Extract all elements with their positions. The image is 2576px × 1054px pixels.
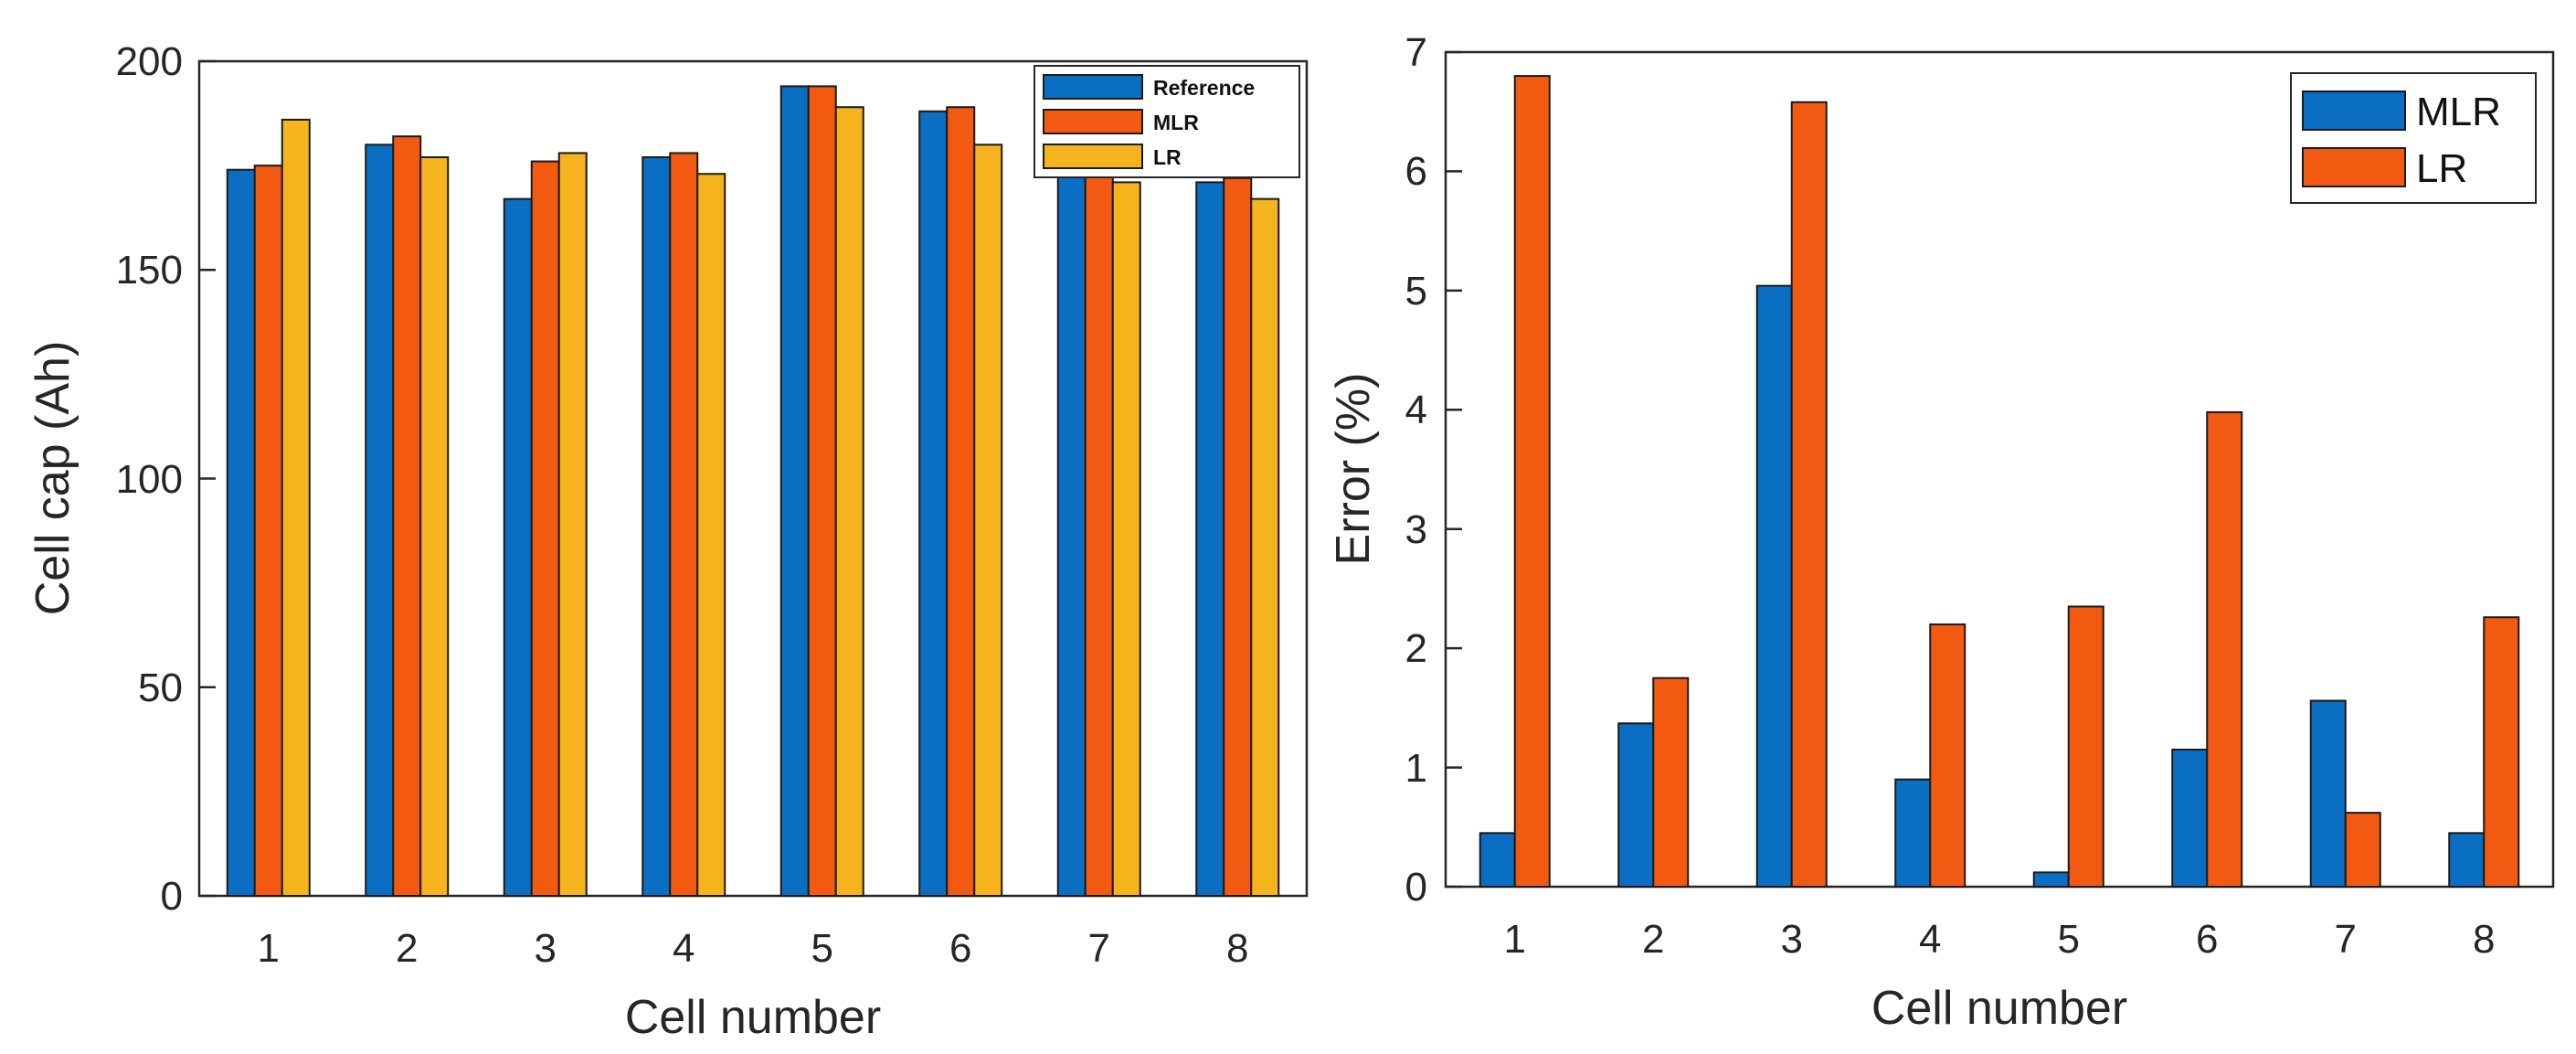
- bar-reference-cell-6: [918, 110, 949, 897]
- y-tick-label: 150: [116, 248, 183, 293]
- bar-lr-cell-3: [1790, 101, 1828, 888]
- bar-mlr-cell-5: [807, 85, 837, 897]
- bar-reference-cell-3: [503, 197, 533, 897]
- y-tick-label: 2: [1405, 626, 1427, 671]
- bar-lr-cell-4: [1929, 623, 1966, 888]
- y-tick-label: 50: [138, 665, 183, 710]
- x-tick-label: 7: [2335, 917, 2357, 962]
- legend-swatch-lr: [2302, 147, 2406, 187]
- legend-label-lr: LR: [1153, 145, 1182, 169]
- bar-lr-cell-7: [1111, 181, 1141, 897]
- x-tick-label: 6: [949, 926, 971, 971]
- bar-lr-cell-2: [1652, 676, 1690, 888]
- bar-reference-cell-7: [1056, 165, 1087, 898]
- y-tick-label: 4: [1405, 388, 1427, 432]
- bar-mlr-cell-8: [2448, 832, 2486, 888]
- bar-reference-cell-4: [641, 156, 672, 897]
- y-tick-label: 6: [1405, 149, 1427, 194]
- legend-label-mlr: MLR: [1153, 111, 1199, 134]
- x-axis-label: Cell number: [625, 991, 881, 1044]
- x-tick-label: 3: [535, 926, 557, 971]
- y-axis: 0 50 100 150 200: [116, 39, 216, 919]
- bar-mlr-cell-6: [946, 106, 976, 898]
- bar-mlr-cell-2: [392, 135, 422, 898]
- legend-swatch-reference: [1043, 74, 1143, 100]
- bar-lr-cell-3: [557, 152, 588, 897]
- x-tick-label: 4: [1919, 917, 1941, 962]
- bar-mlr-cell-1: [1479, 832, 1516, 888]
- bar-mlr-cell-6: [2171, 749, 2209, 889]
- bar-lr-cell-6: [973, 144, 1003, 898]
- x-tick-label: 1: [258, 926, 280, 971]
- y-tick-label: 100: [116, 457, 183, 502]
- x-tick-label: 1: [1504, 917, 1526, 962]
- bar-lr-cell-7: [2344, 812, 2381, 889]
- bar-mlr-cell-7: [1084, 156, 1114, 897]
- bar-lr-cell-5: [2067, 605, 2104, 888]
- legend-label-reference: Reference: [1153, 76, 1255, 100]
- x-tick-label: 3: [1781, 917, 1803, 962]
- y-axis-label: Error (%): [1327, 373, 1380, 566]
- y-tick-label: 0: [1405, 865, 1427, 910]
- y-tick-label: 5: [1405, 269, 1427, 314]
- y-tick-label: 200: [116, 39, 183, 84]
- legend-swatch-mlr: [2302, 90, 2406, 131]
- bar-lr-cell-8: [2483, 616, 2520, 888]
- x-tick-label: 5: [811, 926, 833, 971]
- bar-lr-cell-2: [419, 156, 450, 897]
- bar-lr-cell-5: [834, 106, 864, 898]
- x-tick-label: 5: [2058, 917, 2080, 962]
- x-tick-label: 8: [1226, 926, 1248, 971]
- error-chart: 0 1 2 3 4 5 6 7 1 2 3 4 5 6 7 8 Cell num…: [1327, 30, 2555, 1035]
- x-tick-label: 6: [2196, 917, 2218, 962]
- legend-label-mlr: MLR: [2416, 90, 2501, 134]
- bar-group: [1479, 75, 2520, 889]
- legend-swatch-lr: [1043, 144, 1143, 169]
- x-tick-label: 4: [673, 926, 694, 971]
- legend-label-lr: LR: [2416, 146, 2467, 191]
- bar-lr-cell-8: [1250, 197, 1280, 897]
- x-tick-label: 2: [1642, 917, 1664, 962]
- bar-mlr-cell-8: [1223, 176, 1253, 897]
- legend: Reference MLR LR: [1034, 65, 1300, 178]
- y-axis-label: Cell cap (Ah): [27, 341, 80, 616]
- bar-reference-cell-1: [226, 168, 256, 897]
- y-axis: 0 1 2 3 4 5 6 7: [1405, 30, 1462, 910]
- y-tick-label: 0: [161, 874, 183, 919]
- bar-reference-cell-8: [1195, 181, 1225, 897]
- bar-lr-cell-6: [2206, 410, 2243, 888]
- bar-lr-cell-1: [281, 118, 311, 898]
- y-tick-label: 3: [1405, 507, 1427, 552]
- cell-capacity-chart: 0 50 100 150 200 1 2 3 4 5 6 7 8 Cell nu…: [27, 39, 1309, 1044]
- x-axis-label: Cell number: [1871, 982, 2127, 1035]
- bar-mlr-cell-4: [1894, 778, 1932, 888]
- y-tick-label: 1: [1405, 746, 1427, 791]
- bar-mlr-cell-3: [530, 160, 560, 897]
- bar-lr-cell-4: [696, 173, 726, 897]
- bar-reference-cell-5: [779, 85, 810, 897]
- y-tick-label: 7: [1405, 30, 1427, 75]
- x-tick-label: 8: [2473, 917, 2495, 962]
- x-axis: 1 2 3 4 5 6 7 8: [258, 926, 1249, 971]
- bar-mlr-cell-4: [669, 152, 699, 897]
- bar-mlr-cell-1: [253, 165, 283, 898]
- bar-mlr-cell-3: [1755, 284, 1793, 888]
- bar-group: [226, 85, 1280, 898]
- bar-mlr-cell-5: [2032, 871, 2070, 888]
- x-tick-label: 2: [396, 926, 418, 971]
- bar-lr-cell-1: [1513, 75, 1551, 888]
- bar-mlr-cell-7: [2309, 699, 2347, 889]
- bar-mlr-cell-2: [1617, 722, 1655, 888]
- x-tick-label: 7: [1088, 926, 1110, 971]
- bar-reference-cell-2: [365, 144, 395, 898]
- x-axis: 1 2 3 4 5 6 7 8: [1504, 917, 2496, 962]
- legend: MLR LR: [2290, 72, 2537, 204]
- legend-swatch-mlr: [1043, 109, 1143, 134]
